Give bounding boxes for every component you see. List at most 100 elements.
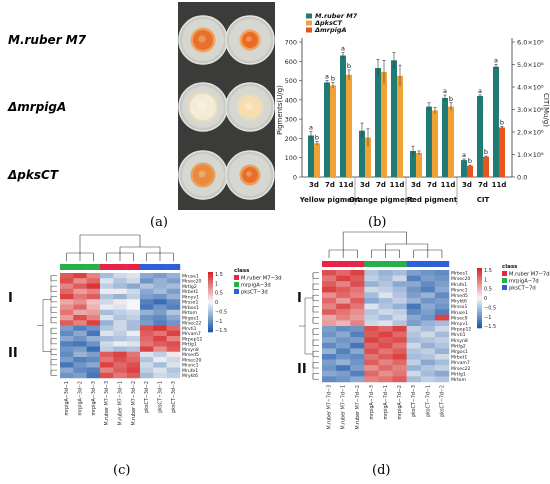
heatmap-cell [406, 359, 422, 366]
heatmap-cell [126, 315, 141, 321]
row-label: Mrsed5 [451, 293, 468, 299]
heatmap-cell [126, 372, 141, 379]
row-label: Mrufe1 [451, 282, 467, 288]
bar [397, 75, 403, 177]
color-scale-segment [208, 312, 213, 315]
heatmap-cell [86, 357, 101, 363]
heatmap-cell [336, 281, 351, 288]
color-scale-label: 1.5 [215, 272, 223, 278]
heatmap-cell [392, 292, 407, 299]
color-scale-segment [208, 306, 213, 309]
color-scale-segment [477, 288, 482, 291]
color-scale-label: 0.5 [484, 287, 492, 293]
heatmap-cell [322, 376, 337, 383]
heatmap-cell [364, 348, 379, 355]
y-tick-label-left: 100 [285, 154, 297, 162]
column-label: M.ruber M7−7d−2 [355, 385, 361, 430]
color-scale-segment [477, 324, 482, 327]
color-scale-segment [208, 314, 213, 317]
heatmap-cell [420, 314, 436, 321]
color-scale-segment [477, 274, 482, 277]
color-scale-segment [208, 278, 213, 281]
heatmap-cell [420, 270, 436, 276]
heatmap-cell [406, 309, 422, 316]
row-label: Mrpep12 [451, 327, 471, 333]
significance-letter: a [325, 73, 329, 81]
heatmap-cell [126, 325, 141, 331]
class-annotation-cell [322, 261, 337, 267]
color-scale-segment [477, 292, 482, 295]
column-label: pksCT−3d−1 [158, 381, 164, 413]
heatmap-cell [364, 270, 379, 276]
heatmap-cell [153, 278, 167, 284]
heatmap-cell [406, 326, 422, 332]
heatmap-cell [73, 299, 87, 305]
heatmap-cell [100, 336, 114, 342]
heatmap-cell [60, 315, 74, 321]
heatmap-cell [350, 281, 365, 288]
color-scale-segment [477, 276, 482, 279]
heatmap-cell [350, 342, 365, 349]
heatmap-cell [86, 320, 101, 326]
heatmap-cell [406, 286, 422, 293]
class-annotation-cell [166, 264, 181, 270]
heatmap-cell [406, 354, 422, 360]
significance-letter: a [462, 151, 466, 159]
heatmap-cell [364, 359, 379, 366]
heatmap-cell [364, 303, 379, 310]
heatmap-cell [126, 299, 141, 305]
heatmap-cell [434, 359, 450, 366]
row-label: Mrsyn8 [182, 347, 199, 353]
heatmap-cell [364, 337, 379, 344]
heatmap-cell [60, 357, 74, 363]
y-tick-label-left: 700 [285, 39, 297, 47]
bar [324, 82, 330, 177]
color-scale-segment [208, 324, 213, 327]
heatmap-cell [350, 331, 365, 338]
heatmap-cell [60, 283, 74, 289]
heatmap-cell [140, 288, 154, 295]
color-scale-segment [477, 326, 482, 329]
color-scale-segment [477, 310, 482, 313]
heatmap-cell [322, 370, 337, 377]
heatmap-cell [350, 303, 365, 310]
heatmap-cell [322, 365, 337, 372]
heatmap-cell [100, 351, 114, 358]
heatmap-cell [420, 348, 436, 355]
heatmap-cell [364, 331, 379, 338]
row-label: Mrsec20 [182, 357, 202, 363]
colony [239, 96, 261, 118]
heatmap-cell [350, 320, 365, 327]
heatmap-cell [113, 288, 127, 295]
row-label: Mrnyv1 [451, 321, 468, 327]
column-label: pksCT−7d−1 [425, 385, 431, 417]
heatmap-cell [434, 292, 450, 299]
row-label: Mrsec9 [451, 315, 468, 321]
bar [391, 60, 397, 178]
heatmap-cell [113, 315, 127, 321]
group-label: Yellow pigment [299, 196, 361, 204]
color-scale-segment [208, 286, 213, 289]
row-label: Mrsec22 [182, 321, 202, 327]
class-annotation-cell [140, 264, 154, 270]
heatmap-cell [100, 341, 114, 347]
color-scale-segment [477, 306, 482, 309]
x-tick-label: 3d [411, 181, 421, 189]
color-scale-segment [477, 316, 482, 319]
column-label: M.ruber M7−7d−3 [327, 385, 333, 430]
heatmap-cell [153, 341, 167, 347]
bar [308, 135, 314, 177]
heatmap-cell [113, 294, 127, 300]
significance-letter: a [341, 45, 345, 53]
heatmap-cell [100, 330, 114, 337]
heatmap-cell [406, 320, 422, 327]
heatmap-cell [126, 278, 141, 284]
heatmap-cell [420, 370, 436, 377]
heatmap-cell [350, 275, 365, 282]
row-label: Mrgos1 [451, 349, 468, 355]
y-axis-label-left: Pigments(U/g) [276, 85, 284, 135]
class-legend-swatch [502, 278, 507, 283]
heatmap-cell [113, 362, 127, 368]
heatmap-cell [322, 275, 337, 282]
heatmap-cell [73, 372, 87, 379]
